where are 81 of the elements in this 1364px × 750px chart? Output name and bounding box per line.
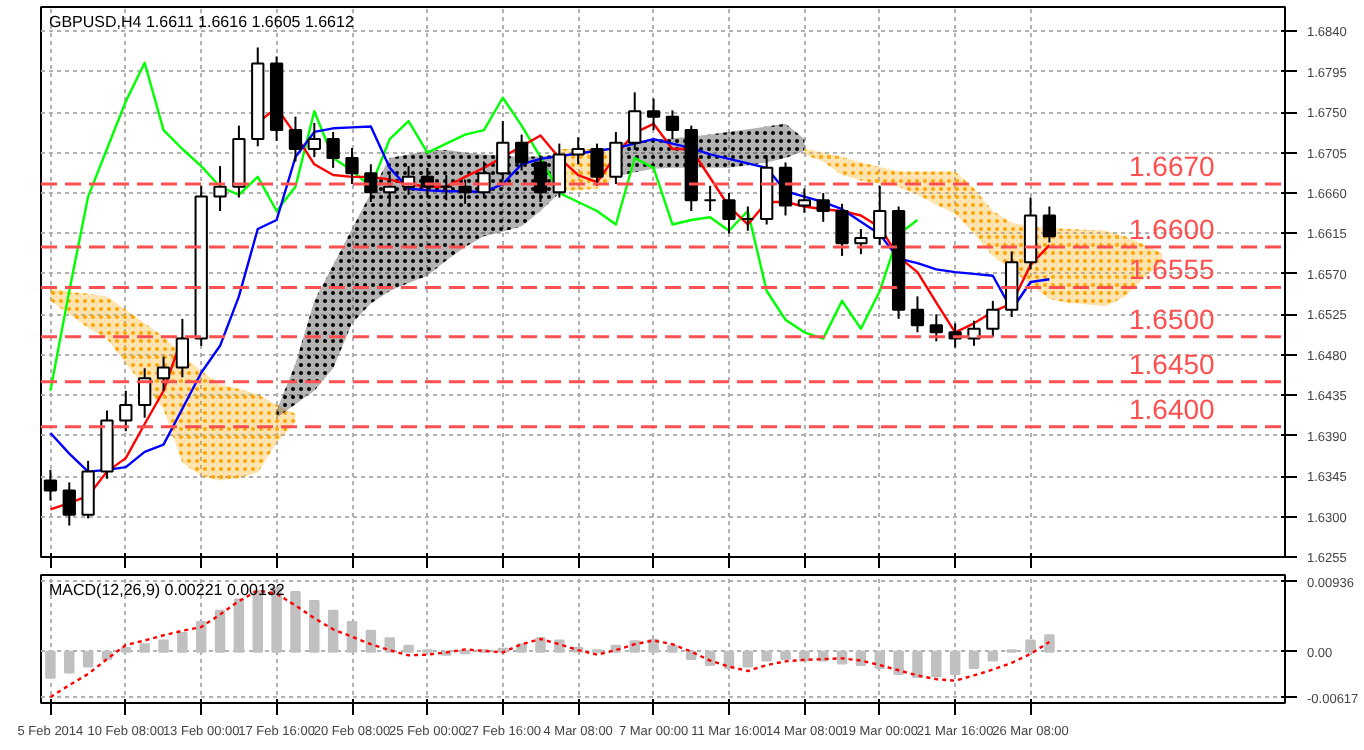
chart-title: MACD(12,26,9) 0.00221 0.00132 — [49, 581, 286, 599]
chart-title: GBPUSD,H4 1.6611 1.6616 1.6605 1.6612 — [49, 13, 355, 31]
candlestick — [571, 136, 585, 166]
bar — [1025, 639, 1036, 653]
bar — [290, 591, 301, 653]
candlestick — [703, 184, 717, 212]
bar — [64, 650, 75, 674]
bar — [535, 637, 546, 653]
bar — [214, 609, 226, 653]
candlestick — [213, 165, 227, 212]
candlestick — [816, 192, 830, 223]
bar — [968, 650, 980, 670]
bar — [365, 629, 377, 653]
bar — [309, 600, 320, 653]
bar — [799, 650, 810, 662]
candlestick — [326, 130, 340, 169]
bar — [158, 639, 169, 653]
candlestick — [628, 91, 642, 151]
candlestick — [1042, 205, 1057, 244]
bar — [893, 650, 904, 675]
ref-line-label: 1.6400 — [1129, 392, 1216, 425]
ref-line-label: 1.6450 — [1129, 347, 1216, 380]
candlestick — [797, 187, 812, 214]
candlestick — [458, 178, 472, 205]
candlestick — [967, 319, 981, 347]
candlestick — [175, 317, 190, 379]
line-series — [49, 61, 919, 392]
bar — [384, 637, 395, 653]
candlestick — [609, 130, 623, 186]
ref-line-label: 1.6670 — [1129, 150, 1216, 183]
candlestick — [514, 133, 529, 172]
ref-line-label: 1.6600 — [1129, 212, 1216, 245]
candlestick — [156, 355, 171, 392]
bar — [233, 598, 245, 653]
candlestick — [1023, 196, 1038, 271]
candlestick — [910, 295, 925, 334]
bar — [667, 644, 678, 653]
bar — [1044, 634, 1055, 653]
bar — [761, 650, 772, 662]
bar — [82, 650, 94, 668]
candlestick — [119, 389, 133, 433]
candlestick — [307, 121, 321, 159]
candlestick — [552, 142, 566, 199]
candlestick — [364, 163, 378, 204]
bar — [742, 650, 754, 668]
ref-line-label: 1.6500 — [1129, 302, 1216, 335]
candlestick — [1005, 250, 1019, 319]
candlestick — [646, 97, 661, 132]
candlestick — [986, 299, 1000, 338]
candlestick — [722, 192, 736, 235]
candlestick — [496, 120, 510, 181]
bar — [403, 644, 414, 653]
candlestick — [232, 124, 246, 199]
candlestick — [835, 202, 849, 257]
candlestick — [62, 481, 76, 527]
candlestick — [929, 313, 943, 343]
bar — [931, 650, 942, 678]
bar — [195, 620, 207, 653]
candlestick — [81, 459, 95, 520]
bar — [912, 650, 923, 678]
bar — [780, 650, 791, 661]
candlestick — [383, 174, 397, 205]
candlestick — [873, 184, 887, 247]
candlestick — [345, 147, 359, 186]
candlestick — [741, 205, 755, 232]
candlestick — [665, 109, 680, 141]
bar — [139, 643, 150, 653]
candlestick — [288, 115, 303, 163]
bar — [327, 609, 339, 653]
candlestick — [854, 227, 868, 256]
ref-line-label: 1.6555 — [1129, 253, 1216, 286]
candlestick — [533, 154, 548, 204]
candlestick — [590, 142, 604, 187]
candlestick — [439, 174, 453, 202]
bar — [987, 650, 999, 662]
bar — [177, 632, 188, 653]
bar — [346, 620, 358, 653]
candlestick — [778, 161, 793, 217]
bar — [45, 650, 56, 679]
bar — [949, 650, 961, 675]
bar — [629, 640, 640, 653]
